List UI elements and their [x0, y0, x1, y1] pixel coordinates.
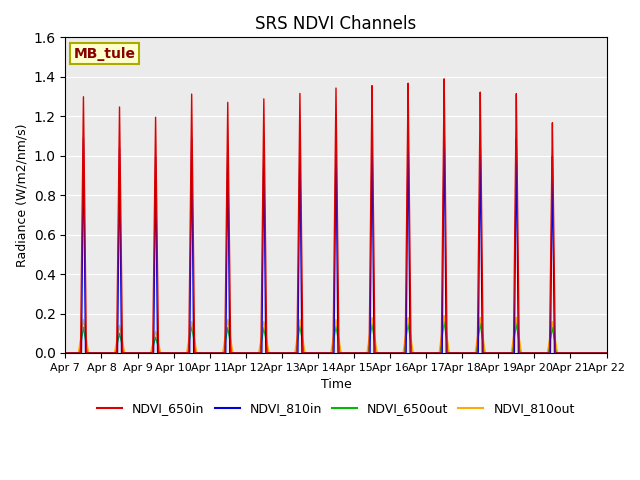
- NDVI_810in: [172, 350, 179, 356]
- NDVI_810in: [264, 350, 272, 356]
- NDVI_810in: [601, 350, 609, 356]
- NDVI_650out: [177, 350, 185, 356]
- NDVI_810out: [177, 350, 185, 356]
- NDVI_650in: [440, 76, 448, 82]
- NDVI_810in: [177, 350, 185, 356]
- NDVI_650in: [61, 350, 69, 356]
- NDVI_650in: [264, 350, 272, 356]
- NDVI_650in: [601, 350, 609, 356]
- NDVI_650out: [603, 350, 611, 356]
- NDVI_810out: [411, 350, 419, 356]
- NDVI_650out: [601, 350, 609, 356]
- Title: SRS NDVI Channels: SRS NDVI Channels: [255, 15, 417, 33]
- NDVI_650in: [177, 350, 185, 356]
- Line: NDVI_810in: NDVI_810in: [65, 119, 607, 353]
- NDVI_650in: [488, 350, 495, 356]
- Text: MB_tule: MB_tule: [74, 47, 136, 61]
- NDVI_650in: [172, 350, 179, 356]
- NDVI_650out: [440, 319, 448, 324]
- NDVI_650out: [61, 350, 69, 356]
- Y-axis label: Radiance (W/m2/nm/s): Radiance (W/m2/nm/s): [15, 123, 28, 267]
- NDVI_810out: [172, 350, 179, 356]
- NDVI_810in: [603, 350, 611, 356]
- NDVI_810in: [440, 116, 448, 122]
- NDVI_810in: [488, 350, 495, 356]
- NDVI_810out: [601, 350, 609, 356]
- Line: NDVI_650in: NDVI_650in: [65, 79, 607, 353]
- NDVI_810out: [61, 350, 69, 356]
- NDVI_810out: [264, 345, 272, 350]
- Line: NDVI_810out: NDVI_810out: [65, 316, 607, 353]
- NDVI_650out: [411, 350, 419, 356]
- NDVI_810out: [488, 350, 495, 356]
- NDVI_810in: [61, 350, 69, 356]
- NDVI_810in: [411, 350, 419, 356]
- NDVI_650out: [264, 349, 272, 355]
- NDVI_810out: [440, 313, 448, 319]
- Legend: NDVI_650in, NDVI_810in, NDVI_650out, NDVI_810out: NDVI_650in, NDVI_810in, NDVI_650out, NDV…: [92, 397, 580, 420]
- NDVI_650out: [488, 350, 495, 356]
- NDVI_650out: [172, 350, 179, 356]
- NDVI_650in: [411, 350, 419, 356]
- NDVI_650in: [603, 350, 611, 356]
- NDVI_810out: [603, 350, 611, 356]
- Line: NDVI_650out: NDVI_650out: [65, 322, 607, 353]
- X-axis label: Time: Time: [321, 378, 351, 391]
